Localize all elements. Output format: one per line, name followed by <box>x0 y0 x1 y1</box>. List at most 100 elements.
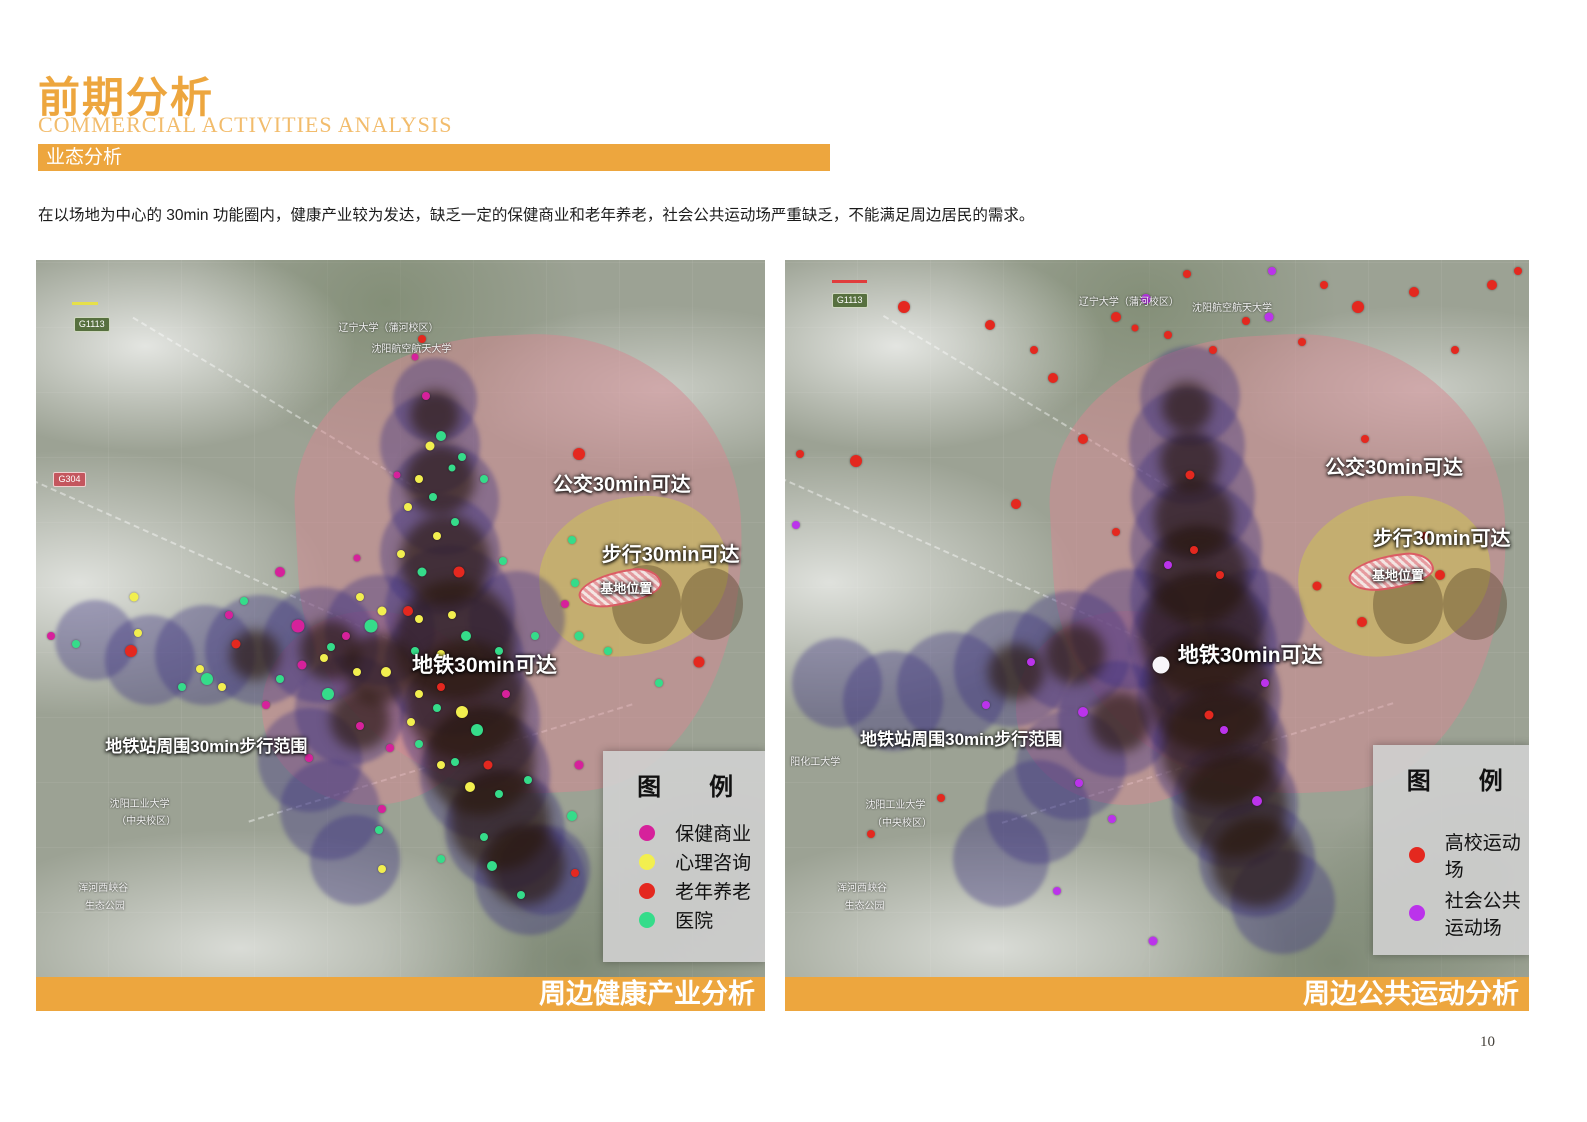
poi-dots-layer <box>36 260 765 977</box>
poi-dot-r <box>1450 345 1459 354</box>
poi-dot-r <box>402 606 413 617</box>
poi-dot-y <box>129 592 139 602</box>
poi-dot-g <box>494 790 503 799</box>
legend-item: 社会公共运动场 <box>1373 884 1529 942</box>
poi-dot-p <box>1108 815 1117 824</box>
terrain-patch <box>1443 568 1507 640</box>
poi-dot-g <box>451 517 460 526</box>
legend-title: 图 例 <box>637 774 734 802</box>
poi-dot-y <box>396 549 405 558</box>
poi-dot-r <box>1356 617 1367 628</box>
poi-dot-g <box>239 596 248 605</box>
metro-core-layer <box>785 260 1529 977</box>
poi-dot-g <box>276 675 285 684</box>
poi-dot-m <box>378 804 387 813</box>
map-annotation: 基地位置 <box>1372 567 1425 583</box>
page-subtitle: COMMERCIAL ACTIVITIES ANALYSIS <box>38 112 453 137</box>
poi-dot-r <box>1112 528 1121 537</box>
poi-dot-m <box>297 660 307 670</box>
poi-dot-m <box>225 610 234 619</box>
map-annotation: 步行30min可达 <box>1372 527 1511 550</box>
poi-dot-r <box>1298 338 1307 347</box>
reference-line <box>72 301 99 305</box>
poi-dot-y <box>414 474 423 483</box>
poi-dot-w <box>1152 656 1170 674</box>
poi-dot-m <box>502 689 511 698</box>
poi-dot-y <box>407 718 416 727</box>
map-place-label: 浑河西峡谷 <box>837 882 888 894</box>
legend-items: 高校运动场社会公共运动场 <box>1373 826 1529 942</box>
poi-dot-g <box>571 578 580 587</box>
page-number: 10 <box>1480 1034 1495 1050</box>
metro-core-blob <box>1161 381 1212 432</box>
poi-dot-r <box>984 319 995 330</box>
poi-dot-p <box>1140 294 1151 305</box>
poi-dot-r <box>849 454 862 467</box>
metro-walk-circle <box>897 631 1008 742</box>
poi-dot-m <box>275 566 286 577</box>
legend-box: 图 例 高校运动场社会公共运动场 <box>1372 744 1529 956</box>
poi-dot-y <box>319 653 328 662</box>
map-place-label: 浑河西峡谷 <box>78 882 129 894</box>
legend-item-label: 社会公共运动场 <box>1444 890 1521 939</box>
poi-dot-g <box>486 860 497 871</box>
poi-dot-r <box>1312 581 1322 591</box>
poi-dot-r <box>1185 470 1195 480</box>
poi-dot-g <box>411 646 420 655</box>
poi-dot-r <box>1030 345 1039 354</box>
map-place-label: 阳化工大学 <box>790 757 841 769</box>
poi-dot-y <box>377 606 387 616</box>
poi-dot-g <box>480 474 489 483</box>
poi-dot-p <box>792 521 801 530</box>
poi-dot-g <box>461 631 472 642</box>
map-place-label: 沈阳航空航天大学 <box>1191 302 1272 314</box>
poi-dot-r <box>453 566 465 578</box>
metro-walk-circle <box>55 600 136 680</box>
poi-dot-r <box>573 447 586 460</box>
poi-dot-r <box>1513 266 1522 275</box>
map-annotation: 步行30min可达 <box>601 544 740 567</box>
poi-dot-r <box>1208 650 1217 659</box>
poi-dot-g <box>471 723 484 736</box>
terrain-patch <box>681 568 744 640</box>
poi-dot-y <box>464 781 475 792</box>
poi-dot-y <box>380 667 391 678</box>
poi-dot-g <box>201 673 214 686</box>
poi-dot-g <box>498 557 507 566</box>
poi-dot-y <box>217 682 226 691</box>
legend-color-dot <box>1408 904 1425 921</box>
legend-color-dot <box>639 882 656 899</box>
metro-walk-circle <box>952 810 1049 907</box>
poi-dot-g <box>72 639 81 648</box>
poi-dot-g <box>516 890 525 899</box>
poi-dot-m <box>422 392 430 401</box>
poi-dots-layer <box>785 260 1529 977</box>
map-annotation: 基地位置 <box>600 580 653 596</box>
poi-dot-g <box>417 567 427 577</box>
legend-item-label: 老年养老 <box>675 882 752 904</box>
poi-dot-p <box>1026 657 1035 666</box>
poi-dot-y <box>414 689 423 698</box>
legend-box: 图 例 保健商业 心理咨询 老年养老 医院 <box>603 751 765 962</box>
poi-dot-m <box>353 554 361 562</box>
legend-title: 图 例 <box>1406 767 1503 795</box>
legend-item: 高校运动场 <box>1373 826 1529 884</box>
legend-item-label: 医院 <box>675 911 714 933</box>
poi-dot-r <box>418 334 427 343</box>
poi-dot-m <box>341 632 350 641</box>
metro-walk-circle <box>985 760 1090 865</box>
health-industry-map-panel: 公交30min可达 步行30min可达 基地位置 地铁30min可达 地铁站周围30mi… <box>36 260 765 1011</box>
legend-color-dot <box>639 824 656 841</box>
poi-dot-y <box>414 614 423 623</box>
poi-dot-r <box>1420 532 1429 541</box>
page-title: 前期分析 <box>38 74 215 121</box>
poi-dot-g <box>458 453 467 462</box>
poi-dot-r <box>1111 312 1122 323</box>
poi-dot-m <box>46 632 55 641</box>
metro-core-blob <box>987 644 1044 701</box>
map-place-label: （中央校区） <box>872 817 933 829</box>
metro-core-blob <box>1045 624 1106 685</box>
poi-dot-r <box>436 682 445 691</box>
poi-dot-g <box>531 632 540 641</box>
poi-dot-r <box>1434 570 1445 581</box>
